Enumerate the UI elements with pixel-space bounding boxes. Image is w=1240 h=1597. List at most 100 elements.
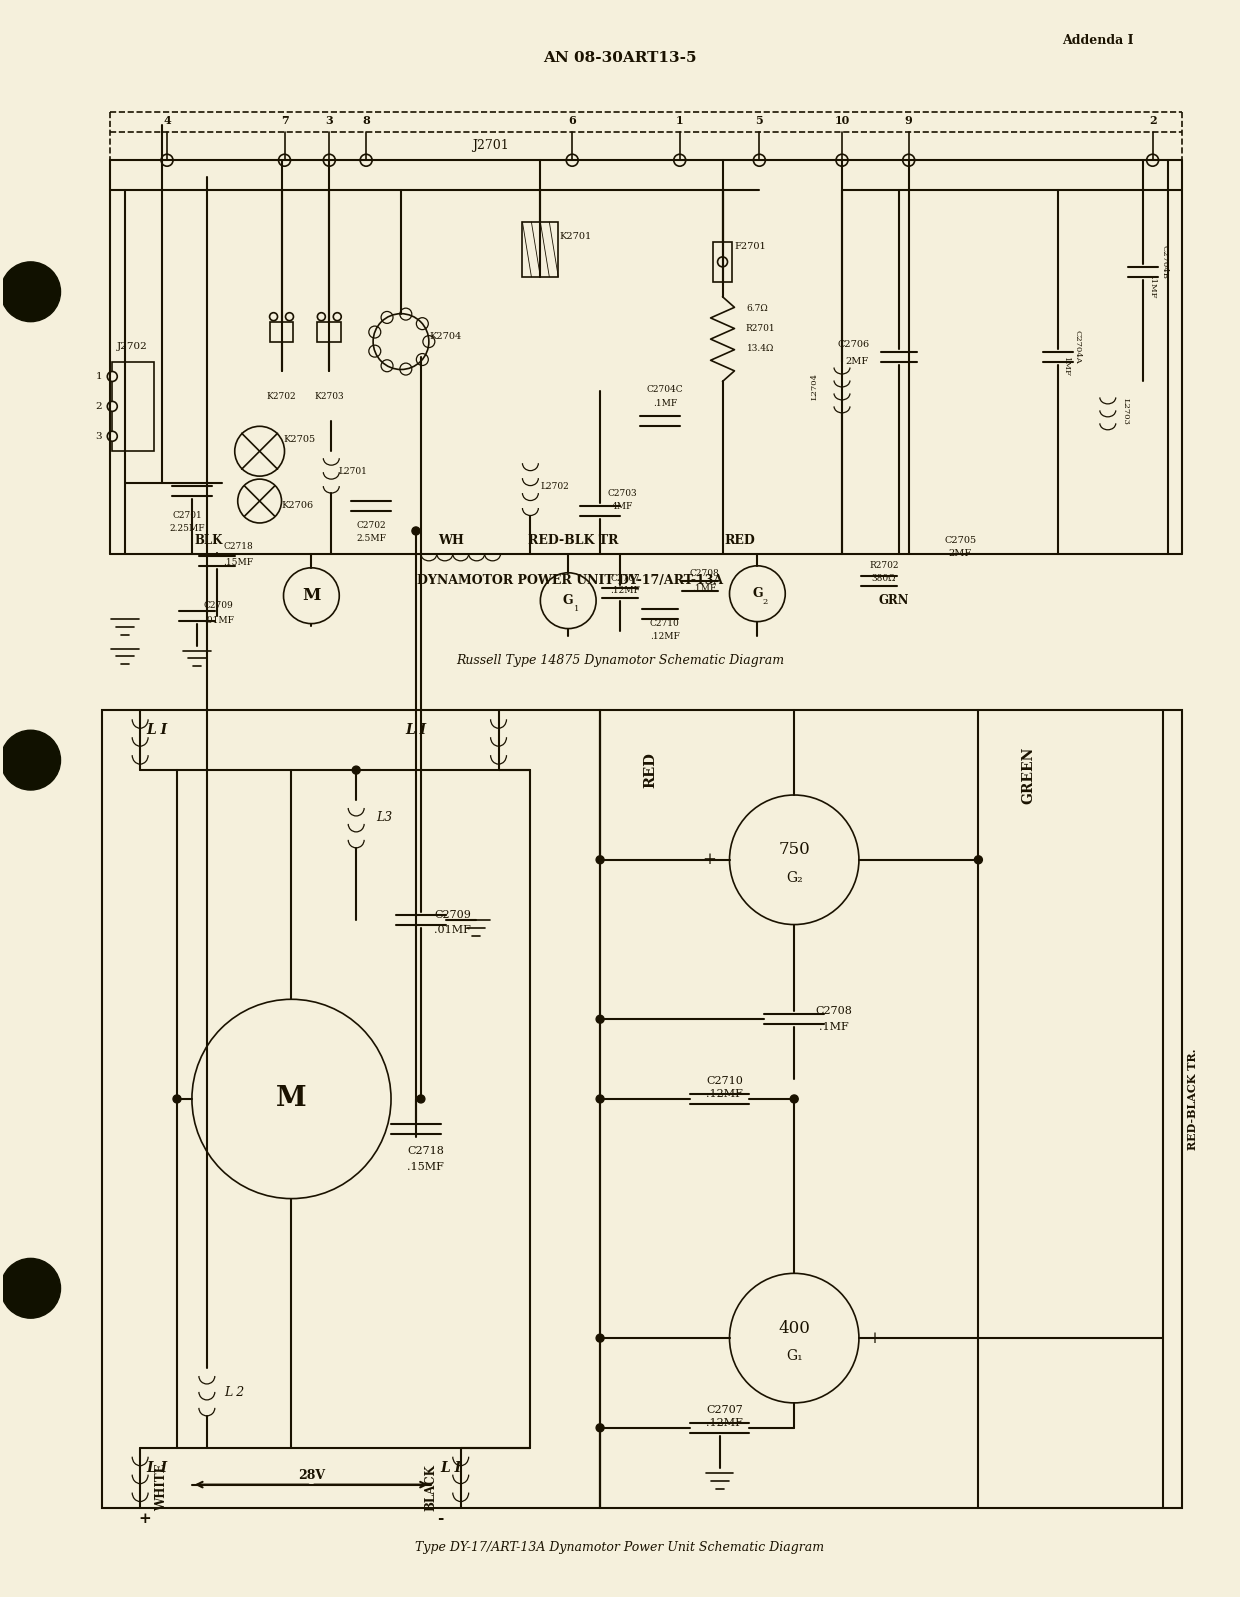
Text: K2703: K2703 xyxy=(315,391,345,401)
Text: K2704: K2704 xyxy=(429,332,463,342)
Text: C2703: C2703 xyxy=(608,489,637,498)
Text: -: - xyxy=(707,1330,713,1346)
Text: 2: 2 xyxy=(95,402,103,410)
Text: C2707: C2707 xyxy=(706,1405,743,1415)
Text: .1MF: .1MF xyxy=(820,1022,849,1032)
Text: 2MF: 2MF xyxy=(846,358,868,366)
Text: R2702: R2702 xyxy=(869,561,899,570)
Text: 2: 2 xyxy=(763,597,768,605)
Circle shape xyxy=(279,155,290,166)
Circle shape xyxy=(174,1096,181,1104)
Text: AN 08-30ART13-5: AN 08-30ART13-5 xyxy=(543,51,697,64)
Text: C2710: C2710 xyxy=(650,620,680,628)
Text: 6.7Ω: 6.7Ω xyxy=(746,303,769,313)
Circle shape xyxy=(324,155,335,166)
Text: K2706: K2706 xyxy=(281,500,314,509)
Circle shape xyxy=(596,1016,604,1024)
Text: WH: WH xyxy=(438,535,464,548)
Circle shape xyxy=(412,527,420,535)
Text: L 2: L 2 xyxy=(224,1386,244,1399)
Text: .15MF: .15MF xyxy=(223,559,254,567)
Text: 3: 3 xyxy=(95,431,103,441)
Text: 1: 1 xyxy=(574,605,579,613)
Text: C2701: C2701 xyxy=(172,511,202,521)
Text: 13.4Ω: 13.4Ω xyxy=(746,343,774,353)
Text: C2704C: C2704C xyxy=(646,385,683,394)
Circle shape xyxy=(108,372,118,382)
Text: L3: L3 xyxy=(376,811,392,824)
Text: Russell Type 14875 Dynamotor Schematic Diagram: Russell Type 14875 Dynamotor Schematic D… xyxy=(456,655,784,668)
Text: C2710: C2710 xyxy=(706,1076,743,1086)
Circle shape xyxy=(417,1096,425,1104)
Text: L I: L I xyxy=(146,1461,167,1474)
Text: RED-BLACK TR.: RED-BLACK TR. xyxy=(1187,1048,1198,1150)
Text: C2707: C2707 xyxy=(610,575,640,583)
Text: 380Ω: 380Ω xyxy=(872,575,897,583)
Text: G: G xyxy=(563,594,574,607)
Text: C2708: C2708 xyxy=(689,569,719,578)
Bar xyxy=(317,321,341,342)
Circle shape xyxy=(790,1096,799,1104)
Bar xyxy=(269,321,294,342)
Text: GREEN: GREEN xyxy=(1022,746,1035,803)
Text: 1MF: 1MF xyxy=(1061,356,1070,377)
Text: .15MF: .15MF xyxy=(408,1161,444,1172)
Text: K2701: K2701 xyxy=(559,233,591,241)
Circle shape xyxy=(903,155,915,166)
Text: C2704B: C2704B xyxy=(1161,244,1168,279)
Text: +: + xyxy=(703,851,717,869)
Text: L I: L I xyxy=(146,723,167,738)
Text: BLACK: BLACK xyxy=(424,1464,438,1511)
Text: L2702: L2702 xyxy=(541,482,569,490)
Text: C2702: C2702 xyxy=(356,522,386,530)
Circle shape xyxy=(596,1096,604,1104)
Text: .01MF: .01MF xyxy=(434,925,471,934)
Text: 400: 400 xyxy=(779,1319,810,1337)
Text: Type DY-17/ART-13A Dynamotor Power Unit Schematic Diagram: Type DY-17/ART-13A Dynamotor Power Unit … xyxy=(415,1541,825,1554)
Text: C2718: C2718 xyxy=(408,1145,444,1156)
Text: 28V: 28V xyxy=(298,1469,325,1482)
Bar xyxy=(113,361,154,452)
Text: -: - xyxy=(870,851,877,869)
Text: 2: 2 xyxy=(1148,115,1157,126)
Circle shape xyxy=(975,856,982,864)
Text: .1MF: .1MF xyxy=(652,399,677,407)
Text: C2708: C2708 xyxy=(816,1006,852,1016)
Text: L2704: L2704 xyxy=(810,374,818,399)
Text: 2MF: 2MF xyxy=(949,549,972,559)
Text: RED: RED xyxy=(724,535,755,548)
Circle shape xyxy=(161,155,174,166)
Circle shape xyxy=(596,856,604,864)
Text: BLK: BLK xyxy=(195,535,223,548)
Circle shape xyxy=(334,313,341,321)
Text: L2701: L2701 xyxy=(339,466,367,476)
Text: +: + xyxy=(867,1330,880,1346)
Text: L2703: L2703 xyxy=(1122,398,1130,425)
Text: L I: L I xyxy=(405,723,427,738)
Text: .12MF: .12MF xyxy=(706,1418,743,1428)
Bar xyxy=(103,711,1183,1508)
Circle shape xyxy=(317,313,325,321)
Text: DYNAMOTOR POWER UNIT DY-17/ART-13A: DYNAMOTOR POWER UNIT DY-17/ART-13A xyxy=(417,575,723,588)
Text: J2702: J2702 xyxy=(117,342,148,351)
Circle shape xyxy=(1,1258,61,1318)
Bar xyxy=(522,222,558,276)
Circle shape xyxy=(1147,155,1158,166)
Text: .12MF: .12MF xyxy=(706,1089,743,1099)
Text: 1: 1 xyxy=(676,115,683,126)
Text: C2704A: C2704A xyxy=(1074,329,1083,364)
Text: +: + xyxy=(139,1512,151,1527)
Text: RED: RED xyxy=(642,752,657,787)
Text: -: - xyxy=(438,1512,444,1527)
Text: 2.25MF: 2.25MF xyxy=(169,524,205,533)
Circle shape xyxy=(1,262,61,321)
Text: J2701: J2701 xyxy=(472,139,508,152)
Text: 7: 7 xyxy=(280,115,289,126)
Circle shape xyxy=(1,730,61,791)
Text: 4MF: 4MF xyxy=(611,501,632,511)
Text: 5: 5 xyxy=(755,115,764,126)
Text: 8: 8 xyxy=(362,115,370,126)
Bar xyxy=(713,241,733,281)
Text: RED-BLK TR: RED-BLK TR xyxy=(528,535,619,548)
Circle shape xyxy=(360,155,372,166)
